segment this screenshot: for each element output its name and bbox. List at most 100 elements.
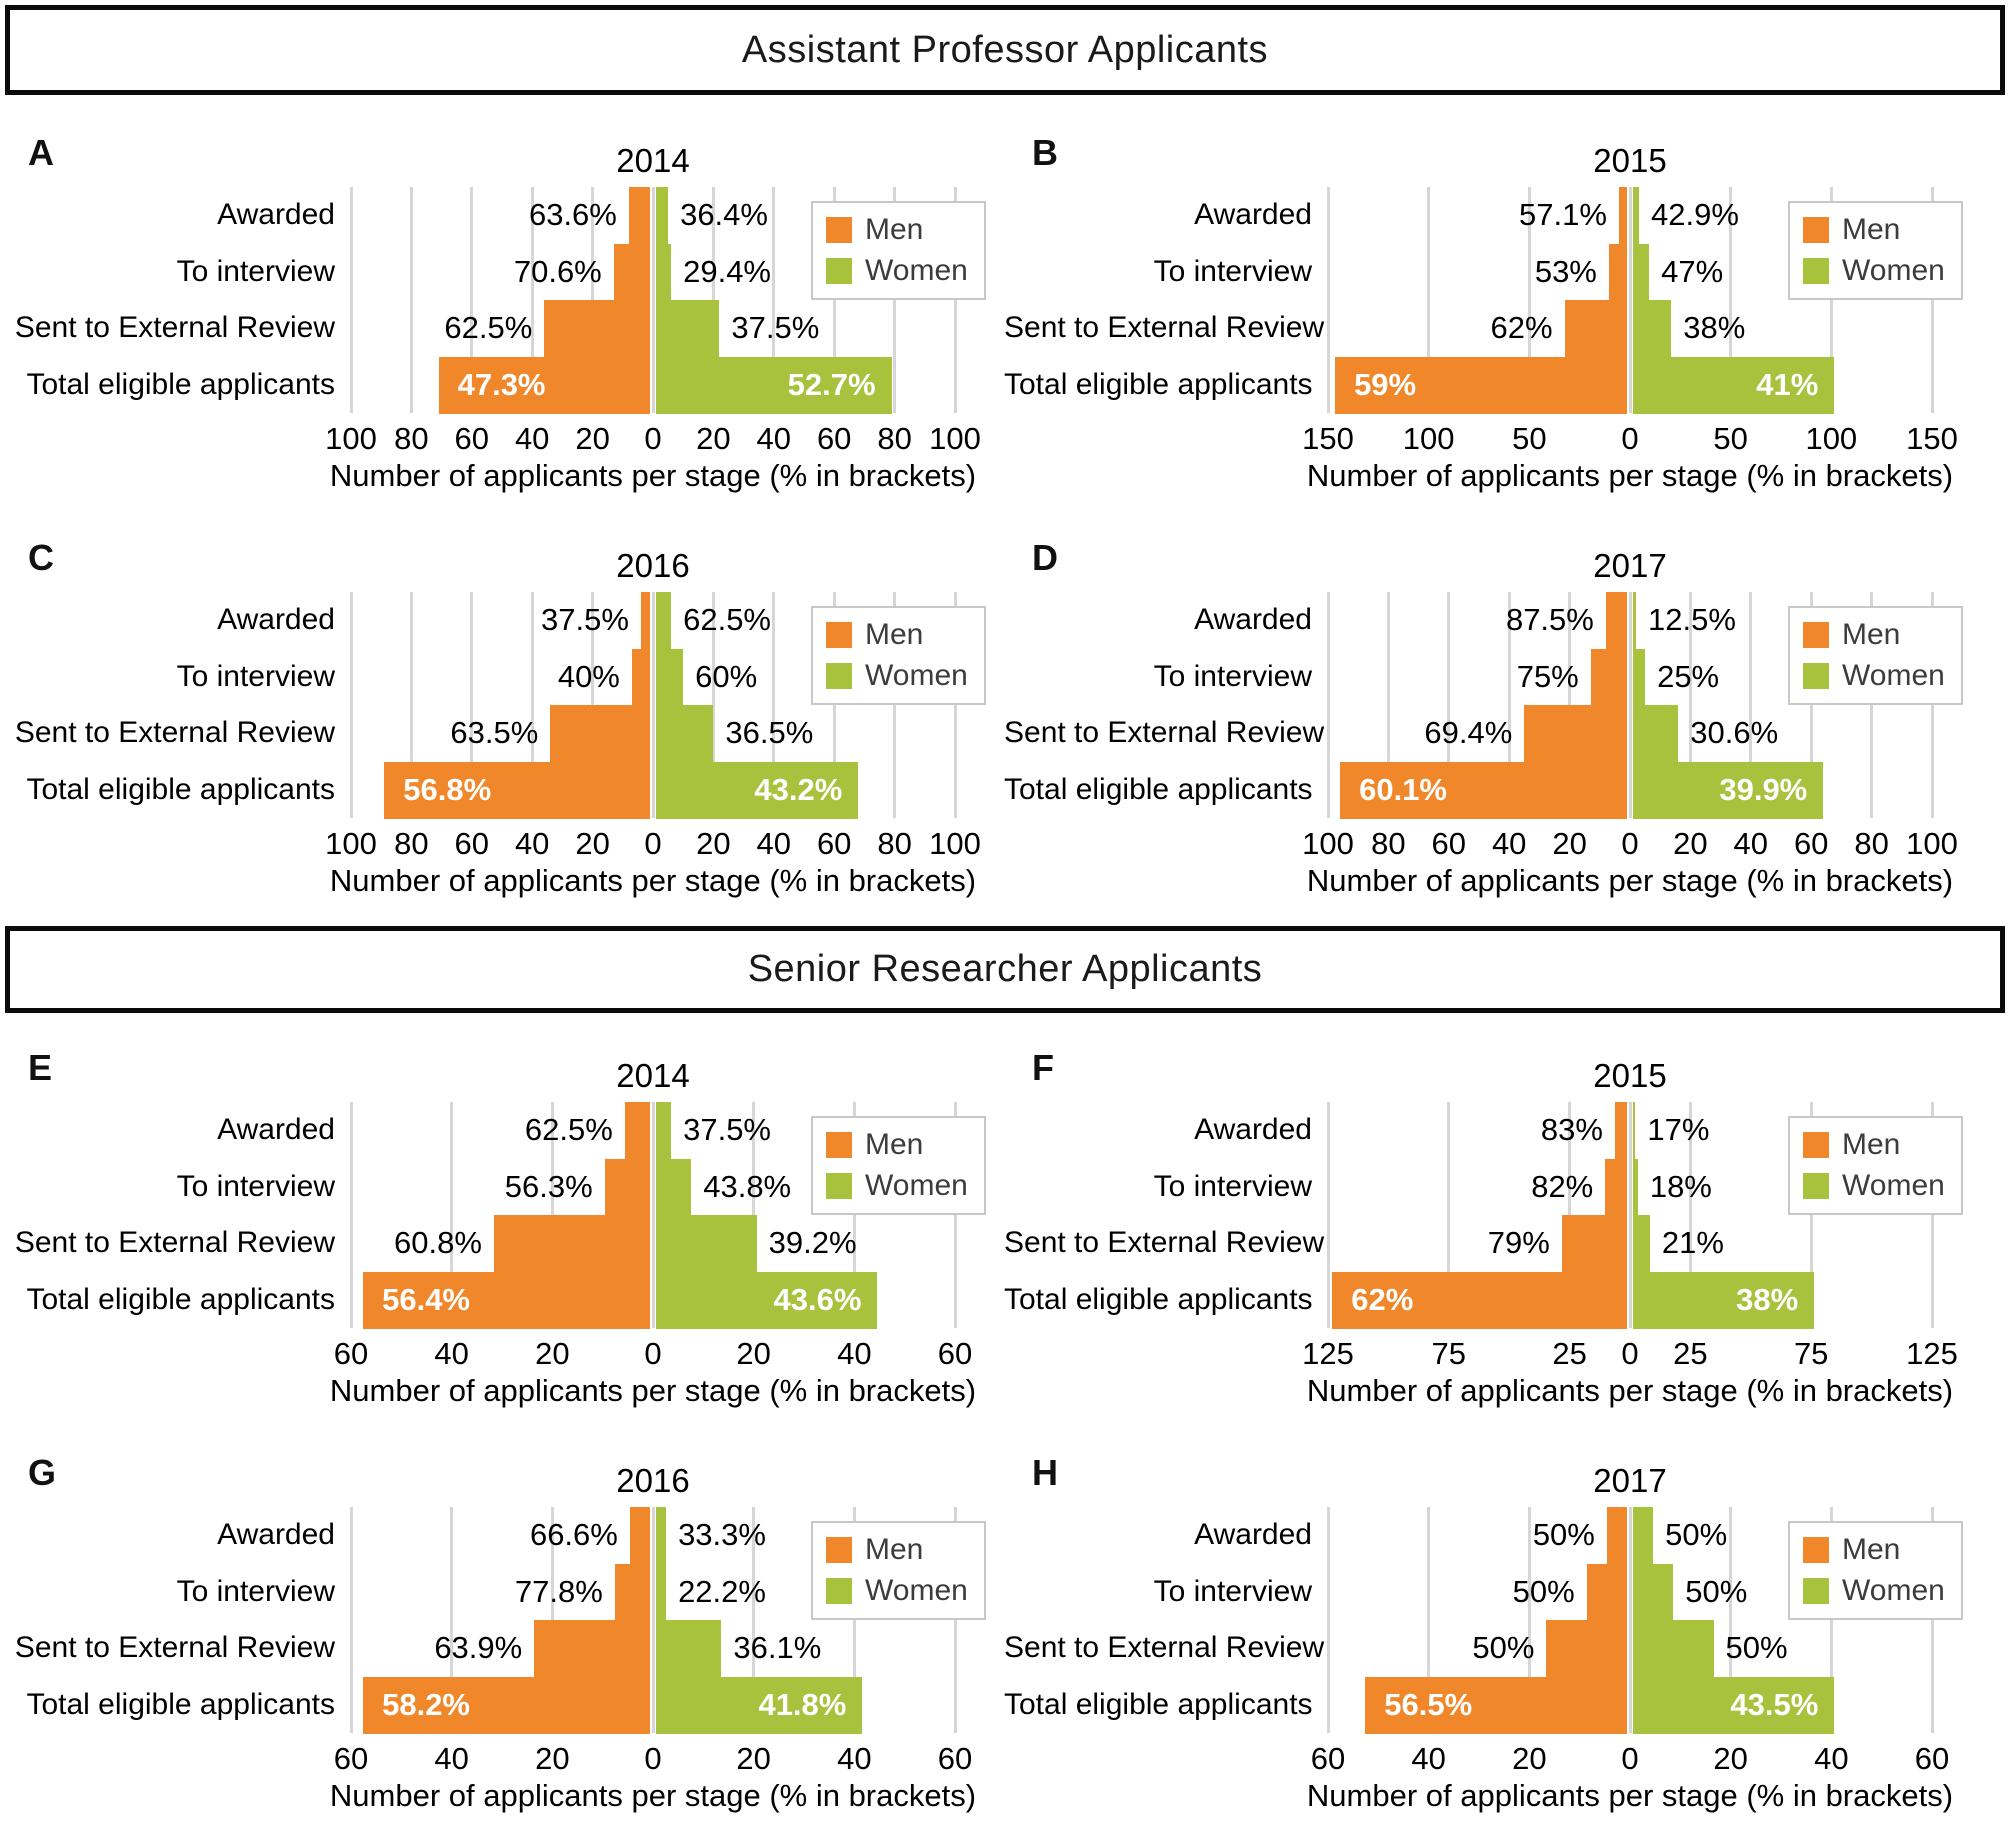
- category-label-awarded: Awarded: [217, 198, 335, 231]
- men-bar-total-eligible-applicants: [1365, 1676, 1627, 1734]
- gridline: [1749, 592, 1753, 818]
- x-axis-title: Number of applicants per stage (% in bra…: [1306, 1373, 1954, 1408]
- gridline: [1809, 592, 1813, 818]
- x-tick-label: 40: [756, 826, 792, 861]
- women-bar-awarded: [1633, 592, 1637, 649]
- x-tick-label: 50: [1713, 421, 1748, 456]
- x-tick-label: 100: [929, 826, 981, 861]
- men-pct-label-to-interview: 77.8%: [514, 1573, 603, 1609]
- legend-row-men: Men: [826, 1130, 968, 1160]
- x-tick-label: 40: [756, 421, 792, 456]
- legend-label-men: Men: [1842, 618, 1901, 651]
- men-swatch-icon: [826, 217, 852, 243]
- x-tick-label: 150: [1302, 421, 1354, 456]
- women-pct-label-to-interview: 47%: [1661, 253, 1724, 289]
- men-bar-awarded: [1605, 592, 1627, 649]
- gridline: [893, 592, 897, 818]
- zero-gridline: [651, 592, 655, 818]
- plot-area: 83% 17% 82% 18% 79% 21% 62% 38%: [1326, 1102, 1934, 1329]
- gridline: [1527, 187, 1531, 413]
- women-bar-total-eligible-applicants: [656, 1676, 863, 1734]
- zero-gridline: [651, 187, 655, 413]
- category-label-sent-to-external-review: Sent to External Review: [14, 716, 335, 749]
- men-pct-label-to-interview: 70.6%: [513, 253, 602, 289]
- women-pct-label-total-eligible-applicants: 38%: [1736, 1281, 1799, 1317]
- gridline: [1326, 1507, 1330, 1733]
- chart-year-title: 2017: [1593, 1462, 1667, 1499]
- gridline: [450, 1102, 454, 1328]
- plot-area: 37.5% 62.5% 40% 60% 63.5% 36.5% 56.8% 43.2%: [349, 592, 957, 819]
- x-tick-label: 0: [1621, 1336, 1639, 1371]
- women-bar-sent-to-external-review: [1633, 1215, 1650, 1272]
- section-banner-assistant-professor: Assistant Professor Applicants: [5, 5, 2005, 95]
- category-label-sent-to-external-review: Sent to External Review: [1004, 311, 1325, 344]
- x-tick-label: 0: [644, 1741, 662, 1776]
- men-swatch-icon: [826, 1537, 852, 1563]
- men-bar-sent-to-external-review: [1561, 1215, 1627, 1272]
- legend: Men Women: [1788, 1116, 1963, 1215]
- chart-year-title: 2014: [616, 1057, 690, 1094]
- x-tick-label: 0: [644, 826, 662, 861]
- plot-area: 63.6% 36.4% 70.6% 29.4% 62.5% 37.5% 47.3% 52.7%: [349, 187, 957, 414]
- x-tick-label: 40: [1814, 1741, 1849, 1776]
- men-pct-label-awarded: 57.1%: [1519, 197, 1607, 232]
- plot-area: 62.5% 37.5% 56.3% 43.8% 60.8% 39.2% 56.4% 43.6%: [349, 1102, 957, 1329]
- women-bar-awarded: [656, 1507, 667, 1564]
- legend-label-men: Men: [865, 618, 924, 651]
- x-tick-label: 40: [514, 826, 550, 861]
- men-bar-awarded: [1618, 187, 1627, 244]
- x-tick-label: 40: [1491, 826, 1527, 861]
- legend-label-women: Women: [865, 254, 968, 287]
- men-bar-sent-to-external-review: [550, 705, 650, 762]
- women-pct-label-sent-to-external-review: 39.2%: [768, 1225, 857, 1260]
- category-label-sent-to-external-review: Sent to External Review: [1004, 716, 1325, 749]
- legend-row-men: Men: [826, 620, 968, 650]
- x-tick-label: 60: [816, 421, 852, 456]
- men-bar-awarded: [624, 1102, 650, 1159]
- panel-letter: G: [28, 1452, 57, 1493]
- category-label-to-interview: To interview: [1153, 254, 1312, 288]
- women-bar-sent-to-external-review: [656, 1620, 722, 1677]
- women-pct-label-total-eligible-applicants: 39.9%: [1719, 771, 1808, 807]
- women-bar-to-interview: [656, 1563, 667, 1621]
- men-pct-label-awarded: 37.5%: [541, 602, 629, 637]
- panel-letter: A: [28, 132, 54, 173]
- chart-year-title: 2016: [616, 1462, 690, 1499]
- x-tick-label: 60: [333, 1741, 369, 1776]
- men-pct-label-total-eligible-applicants: 56.8%: [403, 771, 492, 807]
- zero-gridline: [651, 1102, 655, 1328]
- gridline: [1326, 592, 1330, 818]
- x-tick-label: 125: [1906, 1336, 1958, 1371]
- x-tick-label: 100: [325, 421, 377, 456]
- men-pct-label-total-eligible-applicants: 59%: [1354, 366, 1417, 402]
- plot-area: 87.5% 12.5% 75% 25% 69.4% 30.6% 60.1% 39.9%: [1326, 592, 1934, 819]
- women-bar-awarded: [1633, 1507, 1654, 1564]
- x-tick-label: 20: [1673, 826, 1708, 861]
- gridline: [1688, 592, 1692, 818]
- x-tick-label: 100: [1302, 826, 1354, 861]
- men-pct-label-awarded: 62.5%: [524, 1112, 613, 1147]
- legend-label-women: Women: [1842, 1169, 1945, 1202]
- women-pct-label-sent-to-external-review: 38%: [1683, 310, 1746, 345]
- women-pct-label-to-interview: 29.4%: [683, 253, 771, 289]
- x-tick-label: 60: [1793, 826, 1829, 861]
- women-pct-label-awarded: 36.4%: [680, 197, 768, 232]
- section-banner-senior-researcher: Senior Researcher Applicants: [5, 926, 2005, 1013]
- women-bar-sent-to-external-review: [1633, 705, 1679, 762]
- men-bar-sent-to-external-review: [1546, 1620, 1627, 1677]
- gridline: [832, 592, 836, 818]
- women-pct-label-sent-to-external-review: 30.6%: [1690, 715, 1779, 750]
- men-bar-total-eligible-applicants: [1335, 356, 1627, 414]
- category-label-to-interview: To interview: [1153, 659, 1312, 693]
- women-swatch-icon: [1803, 663, 1829, 689]
- category-label-awarded: Awarded: [217, 603, 335, 636]
- women-pct-label-awarded: 42.9%: [1651, 197, 1739, 232]
- gridline: [470, 592, 474, 818]
- x-tick-label: 75: [1431, 1336, 1467, 1371]
- women-pct-label-awarded: 12.5%: [1648, 602, 1736, 637]
- gridline: [470, 187, 474, 413]
- panel-letter: D: [1032, 537, 1058, 578]
- men-pct-label-total-eligible-applicants: 62%: [1351, 1281, 1414, 1317]
- legend-row-men: Men: [1803, 215, 1945, 245]
- gridline: [953, 1507, 957, 1733]
